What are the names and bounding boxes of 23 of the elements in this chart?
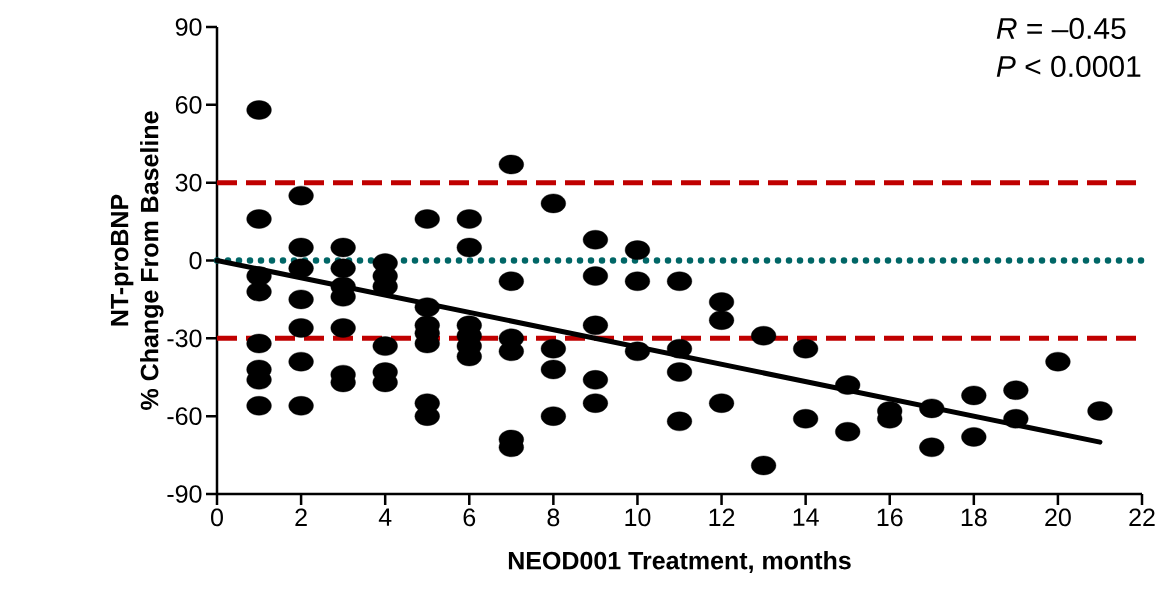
x-tick-label: 22 [1129,508,1155,526]
x-tick-label: 14 [793,508,819,526]
x-tick-label: 20 [1045,508,1071,527]
y-tick-label: 60 [175,95,202,114]
x-tick-label: 8 [547,508,560,527]
y-tick-label: 0 [189,251,202,270]
x-tick-label: 12 [709,508,735,526]
y-axis-title: NT-proBNP % Change From Baseline [110,111,164,410]
x-tick-label: 0 [211,508,223,527]
y-tick-label: 30 [175,173,202,192]
y-tick-label: -90 [167,485,202,503]
y-tick-label: -30 [167,329,202,348]
x-axis-title: NEOD001 Treatment, months [508,551,851,574]
y-tick-label: -60 [167,407,202,426]
y-tick-label: 90 [175,18,202,36]
annotation: R = –0.45 [996,17,1126,40]
x-tick-label: 6 [463,508,476,527]
x-tick-label: 18 [961,508,987,527]
x-tick-label: 4 [378,508,392,526]
annotation: P < 0.0001 [996,55,1141,78]
x-tick-label: 2 [295,508,307,526]
x-tick-label: 10 [625,508,651,527]
x-tick-label: 16 [877,508,903,527]
